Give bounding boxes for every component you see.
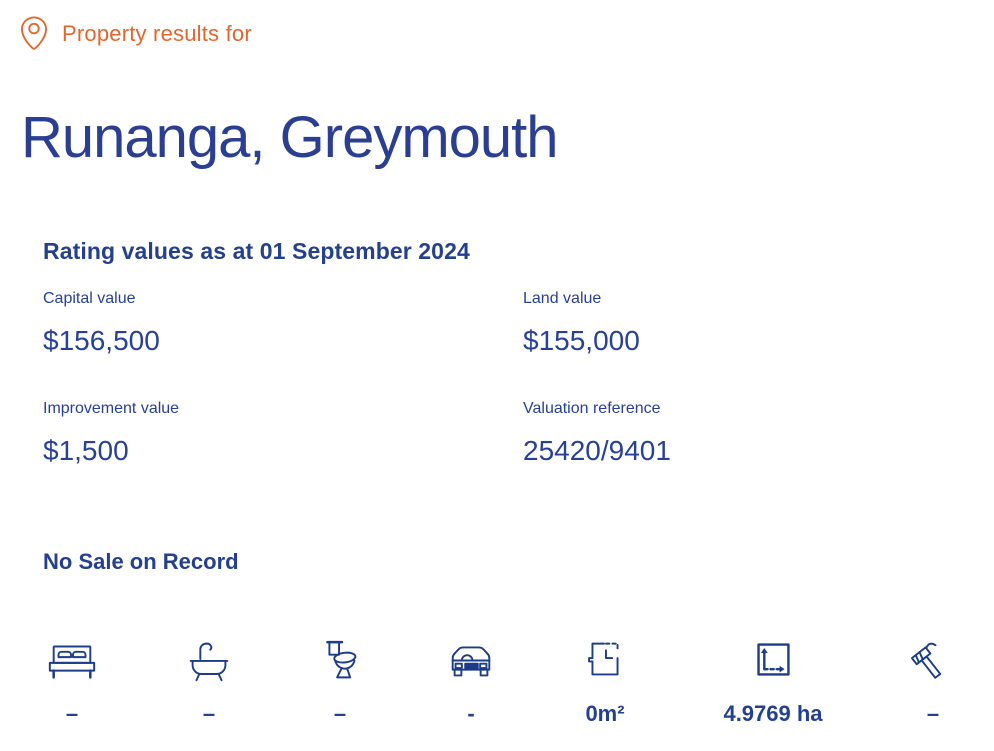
capital-value: $156,500 [43,325,160,356]
results-header: Property results for [20,16,252,52]
bed-icon [45,633,99,687]
capital-value-label: Capital value [43,290,136,307]
floor-area-feature: 0m² [530,633,680,727]
bath-icon [182,633,236,687]
improvement-value-field: Improvement value $1,500 [43,400,179,467]
valuation-reference: 25420/9401 [523,435,671,466]
car-icon [444,633,498,687]
toilet-icon [313,633,367,687]
build-year-value: – [926,701,940,726]
toilets-feature: – [265,633,415,727]
improvement-value-label: Improvement value [43,400,180,417]
bathrooms-feature: – [134,633,284,727]
land-value-field: Land value $155,000 [523,290,640,357]
land-area-feature: 4.9769 ha [698,633,848,727]
bathrooms-value: – [202,701,216,726]
construction-icon [906,633,960,687]
bedrooms-value: – [65,701,79,726]
page-title: Runanga, Greymouth [21,105,559,170]
land-value: $155,000 [523,325,640,356]
car-spaces-feature: - [396,633,546,727]
car-spaces-value: - [467,701,475,726]
valuation-reference-field: Valuation reference 25420/9401 [523,400,671,467]
improvement-value: $1,500 [43,435,129,466]
rating-values-heading: Rating values as at 01 September 2024 [43,238,470,264]
toilets-value: – [333,701,347,726]
valuation-reference-label: Valuation reference [523,400,661,417]
location-pin-icon [20,16,48,52]
sale-status: No Sale on Record [43,549,239,574]
build-year-feature: – [858,633,994,727]
floor-area-value: 0m² [585,701,625,726]
land-area-value: 4.9769 ha [723,701,823,726]
capital-value-field: Capital value $156,500 [43,290,160,357]
results-for-label: Property results for [62,21,252,46]
bedrooms-feature: – [0,633,147,727]
property-features-row: – – [0,633,994,743]
land-area-icon [746,633,800,687]
floor-area-icon [578,633,632,687]
land-value-label: Land value [523,290,602,307]
